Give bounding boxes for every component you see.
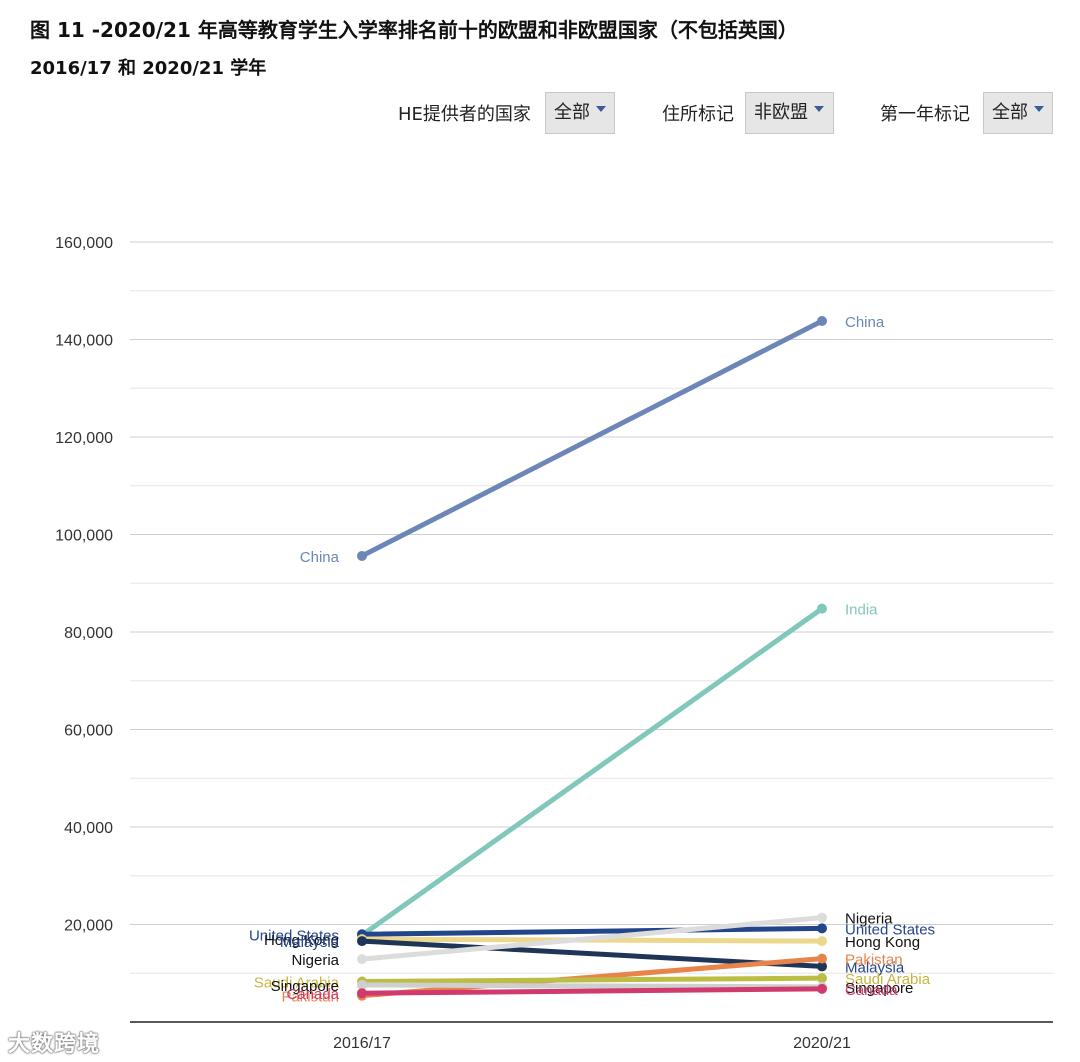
data-point-malaysia <box>817 961 827 972</box>
series-label-left-united-states: United States <box>249 927 339 944</box>
y-tick-label: 160,000 <box>55 235 113 252</box>
data-point-china <box>357 550 367 561</box>
chart-subtitle: 2016/17 和 2020/21 学年 <box>30 58 267 79</box>
series-label-right-malaysia: Malaysia <box>845 959 905 976</box>
filter-provider-country-label: HE提供者的国家 <box>398 104 531 125</box>
data-point-hong-kong <box>817 936 827 947</box>
series-line-canada <box>359 986 825 996</box>
series-line-malaysia <box>359 938 825 969</box>
y-tick-label: 60,000 <box>64 723 113 740</box>
series-line-pakistan <box>359 956 825 999</box>
filter-domicile-value: 非欧盟 <box>754 102 808 123</box>
data-point-united-states <box>817 923 827 934</box>
y-tick-label: 100,000 <box>55 528 113 545</box>
data-point-saudi-arabia <box>817 973 827 984</box>
watermark: 大数跨境 <box>8 1032 101 1057</box>
series-label-right-singapore: Singapore <box>845 980 913 997</box>
series-label-left-canada: Canada <box>286 986 339 1003</box>
filter-first-year-dropdown[interactable]: 全部 <box>983 92 1053 134</box>
filter-first-year-label: 第一年标记 <box>880 104 970 125</box>
y-tick-label: 20,000 <box>64 918 113 935</box>
series-label-right-united-states: United States <box>845 921 935 938</box>
series-line-saudi-arabia <box>359 975 825 985</box>
series-label-right-india: India <box>845 602 878 619</box>
series-label-left-hong-kong: Hong Kong <box>264 932 339 949</box>
chart-title: 图 11 -2020/21 年高等教育学生入学率排名前十的欧盟和非欧盟国家（不包… <box>30 18 798 42</box>
data-point-canada <box>817 983 827 994</box>
data-point-pakistan <box>817 953 827 964</box>
series-line-singapore <box>359 982 825 990</box>
data-point-canada <box>357 988 367 999</box>
filter-provider-country-dropdown[interactable]: 全部 <box>545 92 615 134</box>
filter-domicile-dropdown[interactable]: 非欧盟 <box>745 92 834 134</box>
series-label-right-china: China <box>845 314 885 331</box>
series-line-united-states <box>359 925 825 937</box>
chevron-down-icon <box>1034 106 1044 112</box>
chevron-down-icon <box>814 106 824 112</box>
y-tick-label: 40,000 <box>64 820 113 837</box>
series-label-right-pakistan: Pakistan <box>845 952 903 969</box>
series-label-left-china: China <box>300 549 340 566</box>
x-tick-label: 2020/21 <box>793 1035 851 1052</box>
series-label-right-hong-kong: Hong Kong <box>845 934 920 951</box>
data-point-india <box>817 603 827 614</box>
filter-first-year-value: 全部 <box>992 102 1028 123</box>
data-point-nigeria <box>357 954 367 965</box>
chevron-down-icon <box>596 106 606 112</box>
data-point-singapore <box>357 979 367 990</box>
data-point-malaysia <box>357 936 367 947</box>
y-tick-label: 120,000 <box>55 430 113 447</box>
series-line-nigeria <box>359 915 825 962</box>
series-line-china <box>359 318 825 559</box>
series-line-india <box>359 606 825 938</box>
y-tick-label: 140,000 <box>55 333 113 350</box>
data-point-china <box>817 315 827 326</box>
series-label-left-saudi-arabia: Saudi Arabia <box>254 975 340 992</box>
filter-domicile-label: 住所标记 <box>662 104 734 125</box>
series-label-right-nigeria: Nigeria <box>845 911 893 928</box>
series-label-right-saudi-arabia: Saudi Arabia <box>845 971 931 988</box>
series-label-left-pakistan: Pakistan <box>281 989 339 1006</box>
series-label-right-canada: Canada <box>845 982 898 999</box>
filter-provider-country-value: 全部 <box>554 102 590 123</box>
y-tick-label: 80,000 <box>64 625 113 642</box>
series-label-left-singapore: Singapore <box>271 978 339 995</box>
data-point-nigeria <box>817 912 827 923</box>
series-label-left-malaysia: Malaysia <box>280 934 340 951</box>
series-label-left-nigeria: Nigeria <box>291 952 339 969</box>
x-tick-label: 2016/17 <box>333 1035 391 1052</box>
